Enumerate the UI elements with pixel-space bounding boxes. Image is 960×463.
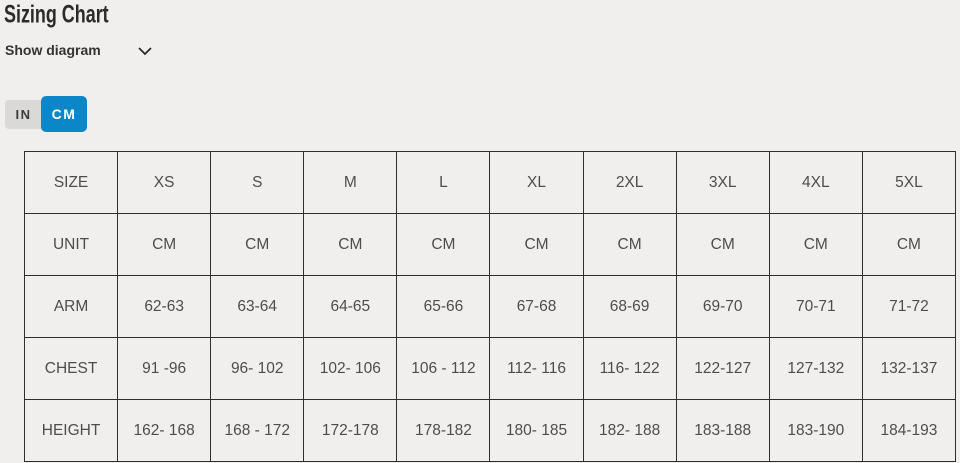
table-cell: 67-68 (489, 275, 584, 338)
table-cell: S (210, 151, 305, 214)
show-diagram-toggle[interactable]: Show diagram (5, 42, 153, 58)
row-label-cell: UNIT (23, 213, 119, 276)
table-cell: 71-72 (861, 275, 957, 338)
table-cell: 122-127 (675, 337, 770, 400)
table-cell: 172-178 (303, 399, 398, 462)
table-cell: 5XL (861, 151, 957, 214)
table-cell: 3XL (675, 151, 770, 214)
table-cell: 62-63 (117, 275, 212, 338)
table-cell: 65-66 (396, 275, 491, 338)
page-title: Sizing Chart (4, 0, 109, 29)
table-cell: 70-71 (768, 275, 863, 338)
table-cell: CM (303, 213, 398, 276)
table-cell: CM (396, 213, 491, 276)
table-cell: 183-190 (768, 399, 863, 462)
table-cell: CM (489, 213, 584, 276)
table-cell: 180- 185 (489, 399, 584, 462)
table-cell: CM (768, 213, 863, 276)
table-cell: 127-132 (768, 337, 863, 400)
table-row: HEIGHT 162- 168 168 - 172 172-178 178-182 180… (23, 399, 957, 462)
row-label-cell: ARM (23, 275, 119, 338)
table-cell: 4XL (768, 151, 863, 214)
show-diagram-label: Show diagram (5, 42, 101, 58)
table-cell: 2XL (582, 151, 677, 214)
row-label-cell: HEIGHT (23, 399, 119, 462)
table-row: UNIT CM CM CM CM CM CM CM CM CM (23, 213, 957, 276)
unit-toggle-cm-button[interactable]: CM (41, 96, 87, 132)
sizing-table: SIZE XS S M L XL 2XL 3XL 4XL 5XL UNIT CM CM CM CM CM CM C… (23, 151, 957, 462)
table-cell: 168 - 172 (210, 399, 305, 462)
unit-toggle-in-button[interactable]: IN (5, 99, 42, 129)
table-cell: 64-65 (303, 275, 398, 338)
table-cell: 178-182 (396, 399, 491, 462)
table-row: CHEST 91 -96 96- 102 102- 106 106 - 112 112- … (23, 337, 957, 400)
table-cell: 63-64 (210, 275, 305, 338)
table-cell: CM (675, 213, 770, 276)
table-cell: 162- 168 (117, 399, 212, 462)
unit-toggle: IN CM (5, 96, 87, 132)
table-cell: 132-137 (861, 337, 957, 400)
table-cell: 112- 116 (489, 337, 584, 400)
table-cell: 106 - 112 (396, 337, 491, 400)
table-row: SIZE XS S M L XL 2XL 3XL 4XL 5XL (23, 151, 957, 214)
table-cell: 184-193 (861, 399, 957, 462)
table-cell: 116- 122 (582, 337, 677, 400)
chevron-down-icon (137, 44, 153, 56)
table-cell: M (303, 151, 398, 214)
table-cell: XL (489, 151, 584, 214)
table-cell: 183-188 (675, 399, 770, 462)
row-label-cell: CHEST (23, 337, 119, 400)
table-cell: 91 -96 (117, 337, 212, 400)
sizing-table-body: SIZE XS S M L XL 2XL 3XL 4XL 5XL UNIT CM CM CM CM CM CM C… (23, 151, 957, 462)
table-cell: 102- 106 (303, 337, 398, 400)
row-label-cell: SIZE (23, 151, 119, 214)
table-cell: CM (582, 213, 677, 276)
table-cell: L (396, 151, 491, 214)
table-cell: 96- 102 (210, 337, 305, 400)
table-cell: 182- 188 (582, 399, 677, 462)
table-cell: CM (210, 213, 305, 276)
table-cell: CM (861, 213, 957, 276)
table-row: ARM 62-63 63-64 64-65 65-66 67-68 68-69 69-70 70… (23, 275, 957, 338)
table-cell: XS (117, 151, 212, 214)
table-cell: 69-70 (675, 275, 770, 338)
table-cell: CM (117, 213, 212, 276)
table-cell: 68-69 (582, 275, 677, 338)
